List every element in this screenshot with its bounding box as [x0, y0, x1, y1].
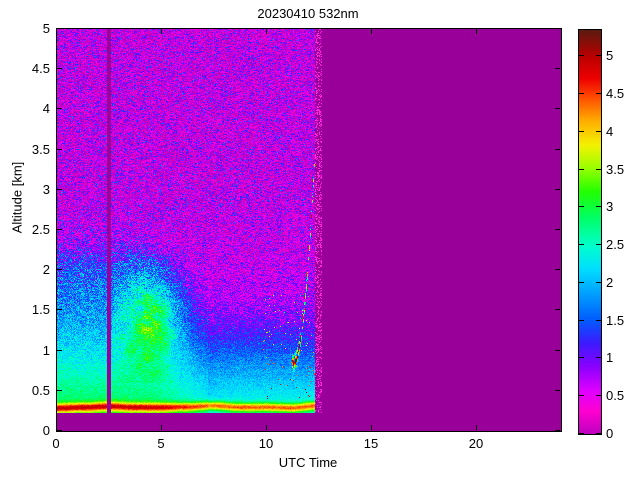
y-tick-label: 2: [42, 262, 50, 277]
y-tick-label: 3: [42, 182, 50, 197]
y-tick-label: 0: [42, 423, 50, 438]
y-tick-mark-right: [555, 229, 560, 230]
y-tick-mark: [57, 430, 62, 431]
colorbar-tick-mark-right: [596, 93, 601, 94]
colorbar-tick-mark-right: [596, 357, 601, 358]
y-tick-mark-right: [555, 149, 560, 150]
colorbar-tick-label: 5: [606, 48, 614, 63]
y-tick-mark: [57, 68, 62, 69]
colorbar-tick-mark-right: [596, 55, 601, 56]
heatmap-canvas[interactable]: [57, 29, 561, 431]
x-tick-label: 0: [52, 436, 60, 451]
colorbar-tick-label: 0: [606, 426, 614, 441]
y-tick-mark: [57, 350, 62, 351]
y-tick-mark-right: [555, 390, 560, 391]
colorbar-tick-mark: [579, 131, 584, 132]
colorbar-tick-mark-right: [596, 244, 601, 245]
y-tick-mark: [57, 229, 62, 230]
x-tick-label: 20: [468, 436, 484, 451]
x-tick-label: 5: [157, 436, 165, 451]
y-tick-label: 1.5: [31, 302, 50, 317]
colorbar-tick-mark-right: [596, 169, 601, 170]
y-tick-mark-right: [555, 430, 560, 431]
colorbar-tick-label: 2: [606, 275, 614, 290]
y-tick-mark-right: [555, 269, 560, 270]
y-tick-label: 5: [42, 21, 50, 36]
y-axis-label: Altitude [km]: [9, 161, 25, 234]
colorbar-tick-mark-right: [596, 206, 601, 207]
colorbar-tick-label: 3: [606, 199, 614, 214]
x-tick-mark-top: [56, 29, 57, 34]
colorbar-tick-mark-right: [596, 282, 601, 283]
colorbar-tick-mark: [579, 93, 584, 94]
colorbar-tick-label: 4: [606, 124, 614, 139]
page-title: 20230410 532nm: [257, 6, 359, 21]
colorbar-tick-mark: [579, 395, 584, 396]
y-tick-mark: [57, 269, 62, 270]
y-tick-mark-right: [555, 309, 560, 310]
heatmap-plot-area[interactable]: [56, 28, 562, 432]
y-tick-mark-right: [555, 350, 560, 351]
x-tick-mark: [161, 425, 162, 430]
y-tick-label: 4.5: [31, 61, 50, 76]
y-tick-mark: [57, 309, 62, 310]
y-tick-label: 4: [42, 101, 50, 116]
y-tick-mark-right: [555, 108, 560, 109]
x-tick-mark-top: [371, 29, 372, 34]
x-tick-mark-top: [266, 29, 267, 34]
y-tick-mark-right: [555, 28, 560, 29]
y-tick-mark-right: [555, 189, 560, 190]
y-tick-mark: [57, 390, 62, 391]
colorbar-tick-mark-right: [596, 131, 601, 132]
colorbar-tick-mark: [579, 244, 584, 245]
x-tick-mark: [476, 425, 477, 430]
y-tick-label: 2.5: [31, 222, 50, 237]
colorbar[interactable]: [578, 29, 602, 435]
x-tick-label: 10: [258, 436, 274, 451]
y-tick-mark: [57, 149, 62, 150]
colorbar-tick-label: 1.5: [606, 313, 625, 328]
x-tick-mark: [371, 425, 372, 430]
colorbar-tick-mark: [579, 169, 584, 170]
colorbar-tick-mark: [579, 433, 584, 434]
y-tick-mark: [57, 189, 62, 190]
x-tick-mark: [56, 425, 57, 430]
y-tick-mark-right: [555, 68, 560, 69]
colorbar-tick-mark: [579, 55, 584, 56]
x-tick-mark-top: [476, 29, 477, 34]
colorbar-tick-label: 2.5: [606, 237, 625, 252]
colorbar-tick-mark-right: [596, 395, 601, 396]
colorbar-tick-mark-right: [596, 433, 601, 434]
colorbar-tick-label: 1: [606, 350, 614, 365]
colorbar-canvas: [579, 30, 601, 434]
x-axis-label: UTC Time: [278, 455, 338, 470]
colorbar-tick-label: 4.5: [606, 86, 625, 101]
y-tick-label: 3.5: [31, 142, 50, 157]
colorbar-tick-label: 3.5: [606, 162, 625, 177]
colorbar-tick-mark: [579, 206, 584, 207]
y-tick-label: 0.5: [31, 383, 50, 398]
colorbar-tick-mark: [579, 357, 584, 358]
x-tick-mark-top: [161, 29, 162, 34]
y-tick-mark: [57, 28, 62, 29]
y-tick-label: 1: [42, 343, 50, 358]
y-tick-mark: [57, 108, 62, 109]
colorbar-tick-mark-right: [596, 320, 601, 321]
colorbar-tick-mark: [579, 320, 584, 321]
colorbar-tick-label: 0.5: [606, 388, 625, 403]
x-tick-label: 15: [363, 436, 379, 451]
colorbar-tick-mark: [579, 282, 584, 283]
x-tick-mark: [266, 425, 267, 430]
